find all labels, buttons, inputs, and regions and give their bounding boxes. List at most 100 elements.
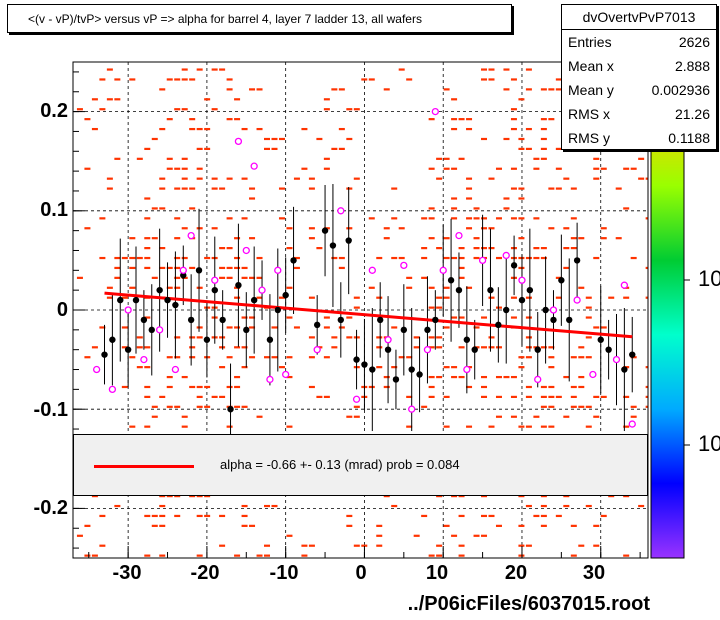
histogram-cell	[630, 167, 637, 170]
histogram-cell	[451, 256, 458, 260]
histogram-cell	[84, 118, 91, 121]
histogram-cell	[488, 227, 495, 230]
profile-point	[471, 346, 478, 353]
profile-point	[180, 272, 187, 279]
histogram-cell	[466, 118, 473, 121]
histogram-cell	[443, 157, 450, 160]
histogram-cell	[383, 495, 390, 498]
histogram-cell	[510, 108, 517, 111]
histogram-cell	[570, 554, 577, 557]
histogram-cell	[533, 217, 540, 220]
profile-point	[376, 316, 384, 324]
histogram-cell	[234, 296, 241, 299]
histogram-cell	[481, 346, 488, 349]
histogram-cell	[451, 167, 458, 170]
histogram-cell	[323, 326, 330, 329]
histogram-cell	[226, 276, 233, 279]
profile-point	[148, 326, 155, 334]
stats-row-mean-y: Mean y 0.002936	[562, 78, 716, 102]
histogram-cell	[121, 385, 128, 389]
open-point	[313, 346, 321, 354]
histogram-cell	[510, 127, 517, 131]
histogram-cell	[316, 247, 323, 250]
histogram-cell	[443, 366, 450, 369]
histogram-cell	[451, 127, 458, 131]
histogram-cell	[525, 147, 532, 151]
histogram-cell	[286, 534, 293, 537]
histogram-cell	[458, 554, 465, 557]
histogram-cell	[144, 256, 151, 260]
histogram-cell	[383, 375, 390, 379]
open-point	[612, 355, 621, 364]
histogram-cell	[503, 375, 510, 379]
histogram-cell	[346, 227, 353, 230]
chart-title: <(v - vP)/tvP> versus vP => alpha for ba…	[7, 4, 512, 33]
histogram-cell	[518, 266, 525, 270]
histogram-cell	[346, 108, 353, 111]
histogram-cell	[600, 227, 607, 230]
histogram-cell	[540, 137, 547, 141]
histogram-cell	[144, 366, 151, 369]
profile-point	[227, 406, 234, 413]
histogram-cell	[630, 256, 637, 260]
histogram-cell	[570, 247, 577, 250]
color-scale-label: 10	[698, 266, 720, 291]
histogram-cell	[578, 356, 585, 359]
histogram-cell	[428, 554, 435, 557]
histogram-cell	[525, 395, 532, 399]
histogram-cell	[495, 217, 502, 220]
histogram-cell	[578, 405, 585, 408]
histogram-cell	[241, 346, 248, 349]
open-point	[534, 375, 542, 384]
histogram-cell	[638, 504, 645, 508]
open-point	[179, 266, 187, 274]
histogram-cell	[293, 266, 300, 270]
profile-point	[542, 306, 549, 314]
histogram-cell	[196, 395, 203, 399]
histogram-cell	[144, 197, 151, 200]
color-scale-label: 10	[698, 431, 720, 456]
histogram-cell	[121, 296, 128, 299]
histogram-cell	[593, 524, 600, 527]
histogram-cell	[331, 346, 338, 349]
histogram-cell	[466, 187, 473, 190]
stats-value: 0.1188	[668, 130, 710, 146]
histogram-cell	[136, 346, 143, 349]
histogram-cell	[645, 266, 648, 270]
histogram-cell	[353, 544, 360, 547]
histogram-cell	[585, 306, 592, 309]
histogram-cell	[510, 415, 517, 418]
histogram-cell	[518, 137, 525, 141]
histogram-cell	[174, 276, 181, 279]
histogram-cell	[391, 256, 398, 260]
histogram-cell	[548, 395, 555, 399]
x-tick-label: 30	[582, 562, 606, 584]
histogram-cell	[466, 127, 473, 131]
histogram-cell	[518, 495, 525, 498]
profile-point	[605, 346, 612, 353]
histogram-cell	[540, 127, 547, 131]
histogram-cell	[488, 177, 495, 180]
open-point	[187, 231, 195, 240]
histogram-cell	[308, 356, 315, 359]
histogram-cell	[503, 88, 510, 91]
histogram-cell	[645, 395, 648, 399]
stats-name: dvOvertvPvP7013	[562, 5, 716, 30]
histogram-cell	[436, 247, 443, 250]
histogram-cell	[368, 385, 375, 389]
histogram-cell	[645, 217, 648, 220]
histogram-cell	[488, 425, 495, 428]
histogram-cell	[174, 495, 181, 498]
histogram-cell	[308, 237, 315, 240]
histogram-cell	[114, 78, 121, 81]
histogram-cell	[316, 395, 323, 399]
histogram-cell	[421, 514, 428, 518]
histogram-cell	[525, 336, 532, 339]
histogram-cell	[129, 237, 136, 240]
profile-point	[550, 316, 557, 324]
histogram-cell	[204, 514, 211, 518]
histogram-cell	[189, 207, 196, 210]
histogram-cell	[563, 415, 570, 418]
histogram-cell	[428, 395, 435, 399]
histogram-cell	[533, 256, 540, 260]
